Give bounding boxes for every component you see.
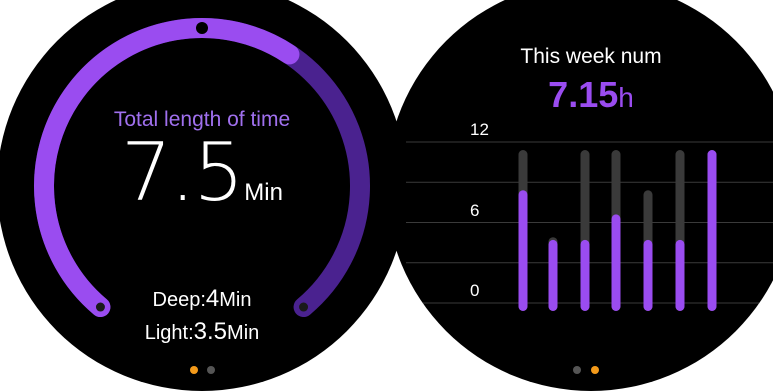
page-indicator-dot[interactable] bbox=[207, 366, 215, 374]
total-time-unit: Min bbox=[244, 179, 283, 206]
y-tick-label: 12 bbox=[470, 120, 489, 139]
light-label: Light: bbox=[144, 322, 194, 344]
bar-6 bbox=[675, 239, 685, 311]
bar-5 bbox=[643, 239, 653, 311]
y-tick-label: 6 bbox=[470, 200, 480, 220]
bar-1 bbox=[518, 190, 528, 311]
week-value-number: 7.15 bbox=[548, 74, 619, 115]
deep-unit: Min bbox=[219, 289, 252, 311]
bar-2 bbox=[548, 239, 558, 311]
page-indicator-dot[interactable] bbox=[573, 366, 581, 374]
total-time-title: Total length of time bbox=[113, 108, 291, 131]
bar-3 bbox=[580, 239, 590, 311]
light-value: 3.5 bbox=[193, 318, 228, 345]
deep-value: 4 bbox=[205, 285, 220, 312]
week-title: This week num bbox=[520, 45, 662, 68]
light-unit: Min bbox=[227, 322, 260, 344]
bar-4 bbox=[611, 214, 621, 311]
total-time-screen: Total length of time 7.5Min Deep:4Min Li… bbox=[0, 0, 407, 391]
weekly-chart-screen: This week num 7.15h 12 6 0 bbox=[386, 0, 773, 391]
weekly-bar-chart bbox=[406, 141, 773, 311]
bar-7 bbox=[707, 150, 717, 311]
deep-label: Deep: bbox=[152, 289, 206, 311]
progress-ring-start-cap bbox=[92, 299, 108, 315]
progress-ring-fill bbox=[34, 18, 300, 318]
progress-ring bbox=[34, 18, 370, 318]
week-value-unit: h bbox=[618, 82, 634, 113]
y-tick-label: 0 bbox=[470, 281, 480, 300]
page-indicator-dot[interactable] bbox=[190, 366, 198, 374]
week-value: 7.15h bbox=[386, 74, 773, 116]
total-time-value: 7.5Min bbox=[0, 126, 407, 219]
deep-sleep-row: Deep:4Min bbox=[0, 285, 407, 313]
light-sleep-row: Light:3.5Min bbox=[0, 318, 407, 346]
progress-ring-top-marker bbox=[196, 22, 208, 34]
total-time-number: 7.5 bbox=[121, 126, 244, 219]
progress-ring-end-cap bbox=[296, 299, 312, 315]
page-indicator-dot[interactable] bbox=[591, 366, 599, 374]
